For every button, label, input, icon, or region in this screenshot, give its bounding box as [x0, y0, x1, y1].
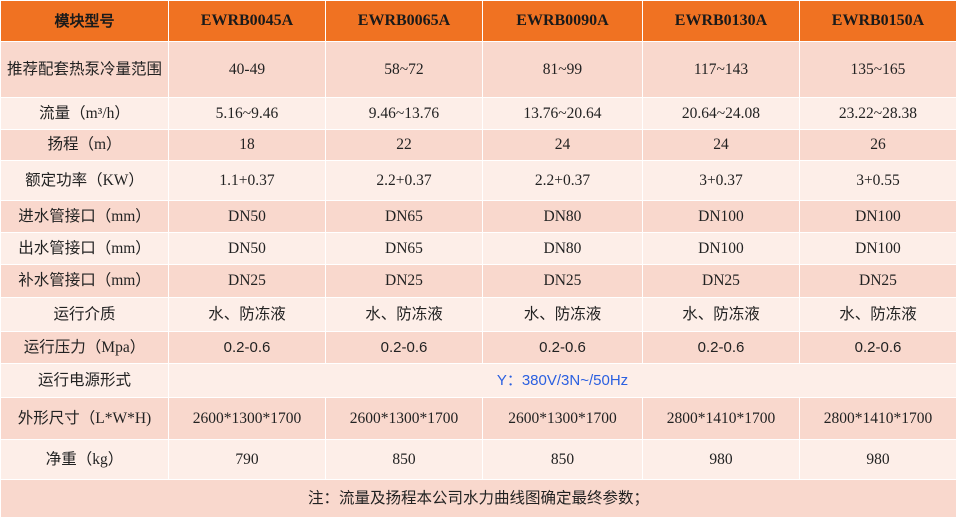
- table-cell: 790: [168, 439, 326, 480]
- table-cell: 1.1+0.37: [168, 160, 326, 201]
- row-label: 扬程（m）: [0, 129, 169, 161]
- power-supply-value: Y：380V/3N~/50Hz: [168, 363, 956, 398]
- table-cell: 20.64~24.08: [642, 97, 800, 130]
- table-cell: 水、防冻液: [799, 297, 956, 332]
- table-cell: 980: [799, 439, 956, 480]
- table-cell: 0.2-0.6: [799, 331, 956, 364]
- table-cell: DN25: [642, 264, 800, 298]
- row-power-supply: 运行电源形式 Y：380V/3N~/50Hz: [0, 363, 956, 398]
- header-model-label: 模块型号: [0, 0, 169, 42]
- table-cell: 2.2+0.37: [325, 160, 483, 201]
- table-cell: DN100: [642, 232, 800, 265]
- header-model-ewrb0150a: EWRB0150A: [799, 0, 956, 42]
- row-label: 推荐配套热泵冷量范围: [0, 41, 169, 98]
- header-model-ewrb0090a: EWRB0090A: [482, 0, 643, 42]
- row-label: 外形尺寸（L*W*H): [0, 397, 169, 440]
- table-cell: 0.2-0.6: [642, 331, 800, 364]
- row-label: 出水管接口（mm）: [0, 232, 169, 265]
- table-cell: 26: [799, 129, 956, 161]
- row-dimensions: 外形尺寸（L*W*H) 2600*1300*1700 2600*1300*170…: [0, 397, 956, 440]
- row-rated-power: 额定功率（KW） 1.1+0.37 2.2+0.37 2.2+0.37 3+0.…: [0, 160, 956, 201]
- table-cell: DN25: [325, 264, 483, 298]
- table-cell: DN25: [799, 264, 956, 298]
- row-label: 额定功率（KW）: [0, 160, 169, 201]
- table-cell: 58~72: [325, 41, 483, 98]
- row-outlet-pipe: 出水管接口（mm） DN50 DN65 DN80 DN100 DN100: [0, 232, 956, 265]
- row-medium: 运行介质 水、防冻液 水、防冻液 水、防冻液 水、防冻液 水、防冻液: [0, 297, 956, 332]
- table-cell: DN25: [168, 264, 326, 298]
- table-cell: 13.76~20.64: [482, 97, 643, 130]
- row-net-weight: 净重（kg） 790 850 850 980 980: [0, 439, 956, 480]
- table-cell: 2.2+0.37: [482, 160, 643, 201]
- table-cell: 0.2-0.6: [482, 331, 643, 364]
- row-label: 运行电源形式: [0, 363, 169, 398]
- table-cell: 24: [642, 129, 800, 161]
- table-cell: 850: [482, 439, 643, 480]
- table-cell: DN50: [168, 200, 326, 233]
- row-pressure: 运行压力（Mpa） 0.2-0.6 0.2-0.6 0.2-0.6 0.2-0.…: [0, 331, 956, 364]
- table-cell: 850: [325, 439, 483, 480]
- table-cell: 水、防冻液: [642, 297, 800, 332]
- row-head: 扬程（m） 18 22 24 24 26: [0, 129, 956, 161]
- row-label: 运行介质: [0, 297, 169, 332]
- table-cell: 0.2-0.6: [325, 331, 483, 364]
- table-cell: DN100: [642, 200, 800, 233]
- table-cell: DN65: [325, 232, 483, 265]
- table-cell: 81~99: [482, 41, 643, 98]
- table-cell: DN100: [799, 200, 956, 233]
- footnote: 注：流量及扬程本公司水力曲线图确定最终参数；: [0, 479, 956, 518]
- table-cell: 2600*1300*1700: [168, 397, 326, 440]
- row-label: 进水管接口（mm）: [0, 200, 169, 233]
- table-cell: DN100: [799, 232, 956, 265]
- row-label: 运行压力（Mpa）: [0, 331, 169, 364]
- header-row: 模块型号 EWRB0045A EWRB0065A EWRB0090A EWRB0…: [0, 0, 956, 42]
- table-cell: DN80: [482, 232, 643, 265]
- table-cell: 23.22~28.38: [799, 97, 956, 130]
- table-cell: 135~165: [799, 41, 956, 98]
- table-cell: 2800*1410*1700: [642, 397, 800, 440]
- table-cell: 0.2-0.6: [168, 331, 326, 364]
- row-flow: 流量（m³/h） 5.16~9.46 9.46~13.76 13.76~20.6…: [0, 97, 956, 130]
- table-cell: 2600*1300*1700: [325, 397, 483, 440]
- table-cell: DN50: [168, 232, 326, 265]
- table-cell: 水、防冻液: [482, 297, 643, 332]
- table-cell: 980: [642, 439, 800, 480]
- header-model-ewrb0065a: EWRB0065A: [325, 0, 483, 42]
- table-cell: 2600*1300*1700: [482, 397, 643, 440]
- table-cell: 水、防冻液: [325, 297, 483, 332]
- table-cell: 22: [325, 129, 483, 161]
- row-capacity-range: 推荐配套热泵冷量范围 40-49 58~72 81~99 117~143 135…: [0, 41, 956, 98]
- table-cell: 9.46~13.76: [325, 97, 483, 130]
- table-cell: 18: [168, 129, 326, 161]
- table-cell: 117~143: [642, 41, 800, 98]
- table-cell: 3+0.55: [799, 160, 956, 201]
- row-inlet-pipe: 进水管接口（mm） DN50 DN65 DN80 DN100 DN100: [0, 200, 956, 233]
- table-cell: 3+0.37: [642, 160, 800, 201]
- table-cell: DN80: [482, 200, 643, 233]
- row-label: 流量（m³/h）: [0, 97, 169, 130]
- table-cell: 24: [482, 129, 643, 161]
- header-model-ewrb0045a: EWRB0045A: [168, 0, 326, 42]
- table-cell: DN25: [482, 264, 643, 298]
- table-cell: DN65: [325, 200, 483, 233]
- row-label: 净重（kg）: [0, 439, 169, 480]
- row-makeup-pipe: 补水管接口（mm） DN25 DN25 DN25 DN25 DN25: [0, 264, 956, 298]
- table-cell: 40-49: [168, 41, 326, 98]
- header-model-ewrb0130a: EWRB0130A: [642, 0, 800, 42]
- row-label: 补水管接口（mm）: [0, 264, 169, 298]
- table-cell: 水、防冻液: [168, 297, 326, 332]
- table-cell: 2800*1410*1700: [799, 397, 956, 440]
- table-cell: 5.16~9.46: [168, 97, 326, 130]
- row-note: 注：流量及扬程本公司水力曲线图确定最终参数；: [0, 479, 956, 518]
